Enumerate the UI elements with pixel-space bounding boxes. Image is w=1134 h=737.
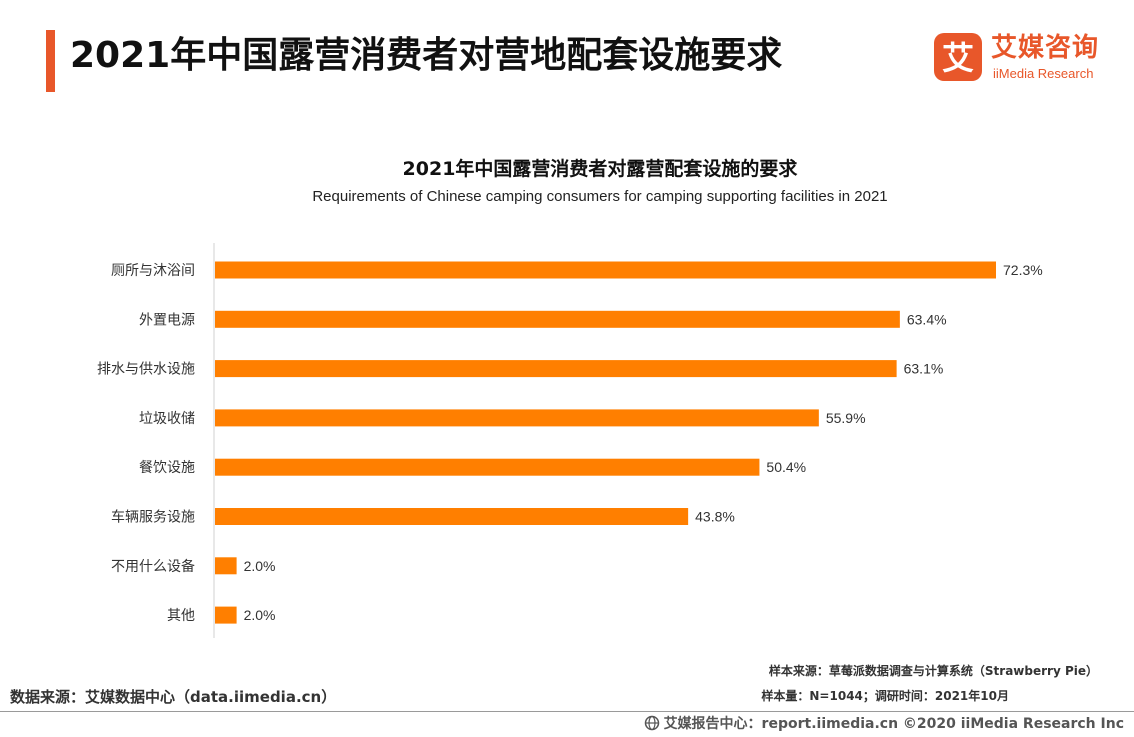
bar	[215, 261, 996, 279]
category-label: 外置电源	[139, 312, 195, 328]
bar	[215, 458, 760, 476]
copyright-text: 艾媒报告中心：report.iimedia.cn ©2020 iiMedia R…	[663, 716, 1124, 732]
sample-source: 样本来源：草莓派数据调查与计算系统（Strawberry Pie）	[768, 664, 1098, 678]
brand-name-cn: 艾媒咨询	[991, 33, 1100, 63]
category-label: 其他	[167, 608, 195, 624]
title-accent-bar	[46, 30, 55, 92]
bar	[215, 310, 900, 328]
value-label: 72.3%	[1003, 262, 1043, 278]
brand-logo: 艾 艾媒咨询 iiMedia Research	[934, 33, 1124, 87]
category-label: 餐饮设施	[139, 460, 195, 476]
category-label: 垃圾收储	[139, 411, 195, 427]
value-label: 63.1%	[904, 361, 944, 377]
chart-title: 2021年中国露营消费者对露营配套设施的要求	[402, 158, 798, 180]
sample-size: 样本量：N=1044；调研时间：2021年10月	[761, 689, 1009, 703]
chart-subtitle: Requirements of Chinese camping consumer…	[312, 188, 888, 205]
value-label: 50.4%	[766, 459, 806, 475]
globe-icon	[644, 715, 659, 731]
category-label: 厕所与沐浴间	[111, 263, 195, 279]
value-label: 55.9%	[826, 410, 866, 426]
category-label: 不用什么设备	[111, 558, 195, 575]
value-label: 63.4%	[907, 311, 947, 327]
bar	[215, 606, 237, 624]
bar	[215, 557, 237, 575]
footer-divider	[0, 711, 1134, 712]
page-title: 2021年中国露营消费者对营地配套设施要求	[70, 35, 783, 76]
category-label: 排水与供水设施	[97, 362, 195, 378]
logo-mark-icon: 艾	[934, 33, 982, 81]
value-label: 2.0%	[244, 607, 276, 623]
logo-glyph: 艾	[942, 39, 974, 77]
value-label: 2.0%	[244, 558, 276, 574]
bar	[215, 508, 689, 525]
copyright-line: 艾媒报告中心：report.iimedia.cn ©2020 iiMedia R…	[644, 713, 1124, 733]
category-label: 车辆服务设施	[111, 509, 195, 526]
data-source: 数据来源：艾媒数据中心（data.iimedia.cn）	[10, 688, 337, 706]
brand-name-en: iiMedia Research	[993, 66, 1094, 81]
bar	[215, 360, 897, 378]
bar	[215, 409, 819, 427]
value-label: 43.8%	[695, 509, 735, 525]
